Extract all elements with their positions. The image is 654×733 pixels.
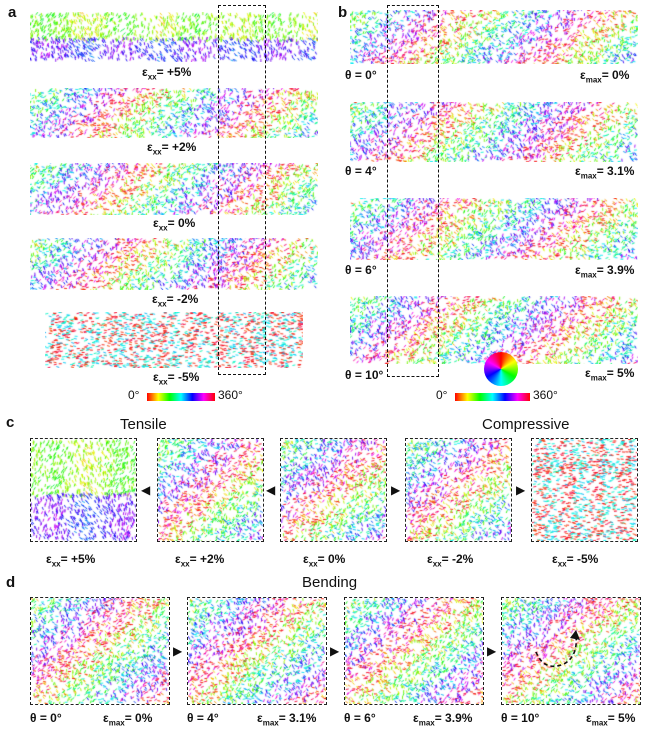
caption-a-plus5: εxx= +5% <box>142 65 192 82</box>
strain-map-a-minus2 <box>30 238 318 290</box>
zoom-box-c-1 <box>157 438 264 542</box>
zoom-box-c-2 <box>280 438 387 542</box>
zoom-map-d-0 <box>31 598 169 704</box>
colorbar-b-min: 0° <box>436 388 448 402</box>
zoom-map-d-4 <box>188 598 326 704</box>
zoom-map-c-plus2 <box>158 439 263 541</box>
eps-b-10: εmax= 5% <box>585 366 635 383</box>
colorbar-a-max: 360° <box>218 388 243 402</box>
eps-d-0: εmax= 0% <box>103 711 153 728</box>
arrow-right-icon: ▶ <box>391 483 401 497</box>
arrow-right-icon: ▶ <box>487 644 497 658</box>
theta-d-10: θ = 10° <box>501 711 540 725</box>
theta-b-10: θ = 10° <box>345 368 384 382</box>
title-tensile: Tensile <box>120 416 167 433</box>
caption-a-plus2: εxx= +2% <box>147 140 197 157</box>
zoom-box-c-4 <box>531 438 638 542</box>
panel-b-label: b <box>338 4 348 21</box>
theta-d-6: θ = 6° <box>344 711 376 725</box>
caption-a-0: εxx= 0% <box>153 216 196 233</box>
title-compressive: Compressive <box>482 416 570 433</box>
zoom-map-d-6 <box>345 598 483 704</box>
panel-d-label: d <box>6 574 16 591</box>
zoom-box-c-0 <box>30 438 137 542</box>
bending-map-b-0 <box>350 10 638 64</box>
strain-map-a-minus5 <box>45 312 303 368</box>
zoom-map-c-minus2 <box>406 439 511 541</box>
panel-c-label: c <box>6 414 15 431</box>
zoom-box-d-0 <box>30 597 170 705</box>
eps-d-6: εmax= 3.9% <box>413 711 473 728</box>
theta-d-4: θ = 4° <box>187 711 219 725</box>
arrow-right-icon: ▶ <box>173 644 183 658</box>
zoom-map-d-10 <box>502 598 640 704</box>
eps-b-4: εmax= 3.1% <box>575 164 635 181</box>
strain-map-a-0 <box>30 163 318 215</box>
zoom-map-c-0 <box>281 439 386 541</box>
strain-map-a-plus2 <box>30 88 318 138</box>
theta-b-4: θ = 4° <box>345 164 377 178</box>
bending-map-b-4 <box>350 102 638 162</box>
caption-a-minus2: εxx= -2% <box>152 292 199 309</box>
eps-b-0: εmax= 0% <box>580 68 630 85</box>
title-bending: Bending <box>302 574 358 591</box>
eps-d-4: εmax= 3.1% <box>257 711 317 728</box>
caption-c-3: εxx= -2% <box>427 552 474 569</box>
eps-b-6: εmax= 3.9% <box>575 263 635 280</box>
zoom-box-d-1 <box>187 597 327 705</box>
colorbar-a-min: 0° <box>128 388 140 402</box>
theta-b-0: θ = 0° <box>345 68 377 82</box>
caption-c-0: εxx= +5% <box>46 552 96 569</box>
zoom-box-d-3 <box>501 597 641 705</box>
eps-d-10: εmax= 5% <box>586 711 636 728</box>
colorbar-a <box>147 393 215 401</box>
panel-a-label: a <box>8 4 17 21</box>
colorbar-b <box>455 393 530 401</box>
caption-c-4: εxx= -5% <box>552 552 599 569</box>
zoom-map-c-minus5 <box>532 439 637 541</box>
caption-c-1: εxx= +2% <box>175 552 225 569</box>
arrow-right-icon: ▶ <box>330 644 340 658</box>
zoom-box-d-2 <box>344 597 484 705</box>
zoom-box-c-3 <box>405 438 512 542</box>
strain-map-a-plus5 <box>30 12 318 62</box>
theta-b-6: θ = 6° <box>345 263 377 277</box>
colorbar-b-max: 360° <box>533 388 558 402</box>
arrow-right-icon: ▶ <box>516 483 526 497</box>
arrow-left-icon: ◀ <box>141 483 151 497</box>
highlight-column-a <box>218 5 266 375</box>
theta-d-0: θ = 0° <box>30 711 62 725</box>
caption-c-2: εxx= 0% <box>303 552 346 569</box>
caption-a-minus5: εxx= -5% <box>153 370 200 387</box>
bending-map-b-6 <box>350 198 638 260</box>
zoom-map-c-plus5 <box>31 439 136 541</box>
arrow-left-icon: ◀ <box>266 483 276 497</box>
rotation-arrow-icon <box>535 630 580 668</box>
highlight-column-b <box>387 5 439 377</box>
hue-wheel-icon <box>484 352 518 386</box>
